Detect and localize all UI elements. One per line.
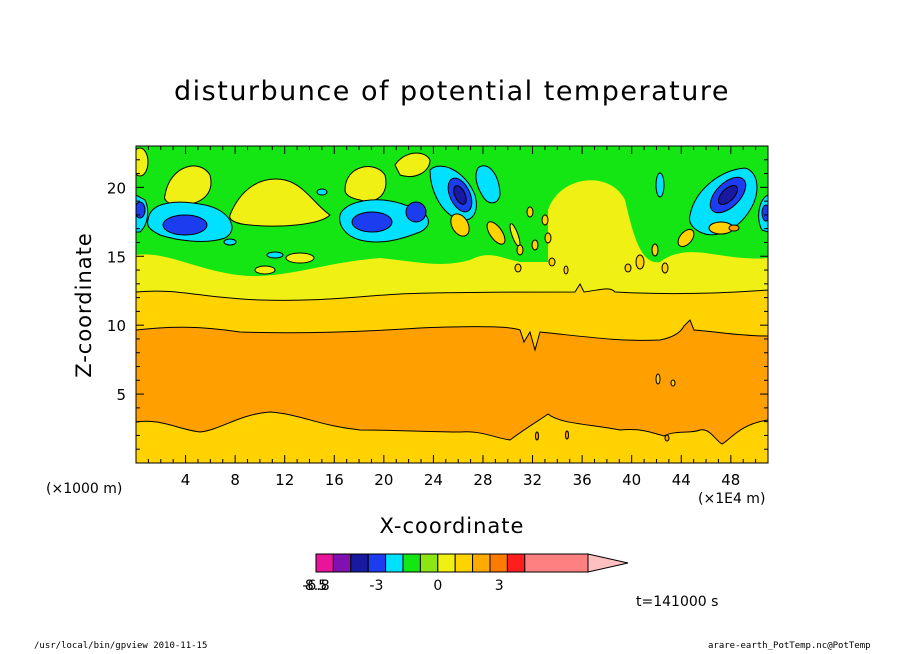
island — [670, 379, 676, 387]
blob-yellow — [136, 147, 149, 177]
blob-gold — [624, 263, 632, 273]
blob-gold — [486, 221, 506, 245]
x-tick-label: 8 — [230, 471, 240, 489]
x-tick-label: 36 — [573, 471, 592, 489]
band-orange — [136, 319, 768, 445]
island — [664, 434, 670, 442]
colorbar-cell — [367, 553, 387, 573]
y-tick-label: 20 — [107, 179, 126, 197]
y-tick-label: 5 — [116, 386, 126, 404]
colorbar-tick-label: -3 — [369, 578, 383, 594]
colorbar-tick-label: 3 — [495, 578, 504, 594]
blob-gold — [651, 243, 659, 257]
blob-gold — [563, 265, 569, 275]
time-label: t=141000 s — [636, 594, 719, 610]
blob-yellow — [344, 166, 387, 202]
blob-yellow — [394, 152, 431, 177]
colorbar-cell — [315, 553, 334, 573]
blob-blue — [136, 201, 146, 219]
island — [535, 431, 539, 441]
x-tick-label: 40 — [622, 471, 641, 489]
x-axis-label: X-coordinate — [379, 514, 525, 538]
blob-gold — [544, 232, 552, 244]
y-tick-label: 10 — [107, 317, 126, 335]
colorbar: -6.8 -3 0 3 8.5 — [302, 553, 629, 594]
blob-yellow — [229, 178, 331, 227]
colorbar-tick-label: 0 — [433, 578, 442, 594]
blob-cyan — [223, 238, 237, 246]
footer-program-info: /usr/local/bin/gpview 2010-11-15 — [34, 641, 208, 651]
x-tick-label: 20 — [374, 471, 393, 489]
x-tick-label: 48 — [721, 471, 740, 489]
footer-file-info: arare-earth_PotTemp.nc@PotTemp — [708, 641, 871, 651]
x-tick-label: 44 — [672, 471, 691, 489]
plot-frame — [135, 145, 769, 464]
blob-gold — [526, 206, 534, 218]
island — [655, 373, 661, 385]
blob-gold — [677, 228, 695, 248]
blob-cyan — [475, 165, 501, 204]
colorbar-cell — [419, 553, 439, 573]
blob-gold — [548, 257, 556, 267]
blob-navy — [453, 185, 467, 205]
blob-blue — [162, 214, 208, 236]
blob-yellow — [254, 265, 276, 275]
x-unit-label: (×1000 m) — [46, 481, 123, 497]
blob-gold — [516, 244, 524, 256]
colorbar-cell — [472, 553, 491, 573]
colorbar-cell — [332, 553, 352, 573]
blob-cyan — [655, 172, 665, 198]
x-scale-label: (×1E4 m) — [698, 491, 766, 507]
x-tick-label: 16 — [325, 471, 344, 489]
colorbar-tick-label: -6.8 — [302, 578, 329, 594]
colorbar-cell — [524, 553, 589, 573]
blob-cyan — [266, 251, 284, 259]
blob-cyan — [316, 188, 328, 196]
blob-gold — [661, 262, 669, 274]
blob-navy — [718, 185, 738, 205]
x-tick-label: 24 — [424, 471, 443, 489]
colorbar-cell — [506, 553, 526, 573]
blob-gold — [635, 254, 645, 270]
colorbar-cell — [402, 553, 421, 573]
blob-gold — [514, 263, 522, 273]
blob-gold — [541, 214, 549, 226]
colorbar-cell — [385, 553, 404, 573]
blob-yellow — [164, 165, 212, 206]
x-tick-label: 12 — [275, 471, 294, 489]
colorbar-extend-arrow — [587, 553, 629, 573]
contour-fill — [136, 146, 768, 463]
colorbar-cell — [454, 553, 474, 573]
blob-yellow — [285, 252, 315, 264]
blob-gold — [531, 239, 539, 251]
blob-blue — [351, 211, 393, 233]
colorbar-tick-label: 8.5 — [305, 578, 327, 594]
x-tick-label: 28 — [473, 471, 492, 489]
chart-title: disturbunce of potential temperature — [174, 76, 730, 107]
blob-gold — [450, 213, 470, 237]
island — [565, 430, 569, 440]
colorbar-cell — [489, 553, 508, 573]
blob-blue — [405, 201, 427, 223]
blob-blue — [761, 204, 768, 222]
colorbar-cell — [437, 553, 456, 573]
x-tick-label: 32 — [523, 471, 542, 489]
y-tick-label: 15 — [107, 248, 126, 266]
blob-orange — [728, 224, 740, 232]
colorbar-cell — [350, 553, 369, 573]
x-tick-label: 4 — [181, 471, 191, 489]
